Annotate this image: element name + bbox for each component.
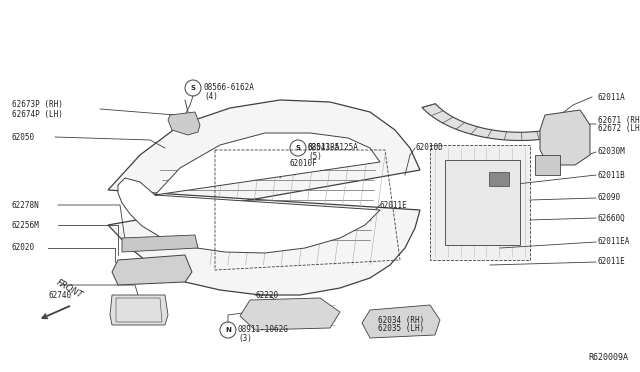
- Polygon shape: [540, 110, 590, 165]
- Text: 62011BA: 62011BA: [308, 144, 340, 153]
- Polygon shape: [362, 305, 440, 338]
- Text: 62011A: 62011A: [598, 93, 626, 102]
- Text: 08543-5125A: 08543-5125A: [308, 144, 359, 153]
- Text: 62011E: 62011E: [598, 257, 626, 266]
- Polygon shape: [240, 298, 340, 330]
- Text: R620009A: R620009A: [588, 353, 628, 362]
- Text: 62034 (RH): 62034 (RH): [378, 315, 424, 324]
- FancyBboxPatch shape: [489, 172, 509, 186]
- Text: 62673P (RH): 62673P (RH): [12, 100, 63, 109]
- Polygon shape: [110, 295, 168, 325]
- Text: 62020: 62020: [12, 244, 35, 253]
- Text: 62035 (LH): 62035 (LH): [378, 324, 424, 334]
- Text: 62671 (RH): 62671 (RH): [598, 115, 640, 125]
- Text: 08911-1062G: 08911-1062G: [238, 326, 289, 334]
- Text: (4): (4): [204, 93, 218, 102]
- Polygon shape: [168, 112, 200, 135]
- Text: (5): (5): [308, 153, 322, 161]
- Text: 62050: 62050: [12, 132, 35, 141]
- Polygon shape: [112, 255, 192, 285]
- Text: (3): (3): [238, 334, 252, 343]
- Polygon shape: [108, 100, 420, 295]
- Text: 62090: 62090: [598, 193, 621, 202]
- Text: 62672 (LH): 62672 (LH): [598, 125, 640, 134]
- Polygon shape: [118, 133, 380, 253]
- Text: 62220: 62220: [255, 291, 278, 299]
- Text: S: S: [191, 85, 195, 91]
- Polygon shape: [430, 145, 530, 260]
- Text: 62011B: 62011B: [598, 170, 626, 180]
- Polygon shape: [535, 155, 560, 175]
- Text: 62278N: 62278N: [12, 201, 40, 209]
- Text: 62740: 62740: [49, 291, 72, 299]
- Text: FRONT: FRONT: [55, 278, 84, 300]
- Text: 08566-6162A: 08566-6162A: [204, 83, 255, 93]
- Text: N: N: [225, 327, 231, 333]
- Text: S: S: [296, 145, 301, 151]
- Polygon shape: [122, 235, 198, 252]
- Text: 62010D: 62010D: [415, 144, 443, 153]
- Polygon shape: [445, 160, 520, 245]
- Text: 62030M: 62030M: [598, 148, 626, 157]
- Text: 62011E: 62011E: [380, 201, 408, 209]
- Text: 62011EA: 62011EA: [598, 237, 630, 247]
- Text: 62256M: 62256M: [12, 221, 40, 230]
- Polygon shape: [422, 104, 568, 141]
- Text: 62674P (LH): 62674P (LH): [12, 109, 63, 119]
- Text: 62660Q: 62660Q: [598, 214, 626, 222]
- Text: 62010F: 62010F: [290, 158, 317, 167]
